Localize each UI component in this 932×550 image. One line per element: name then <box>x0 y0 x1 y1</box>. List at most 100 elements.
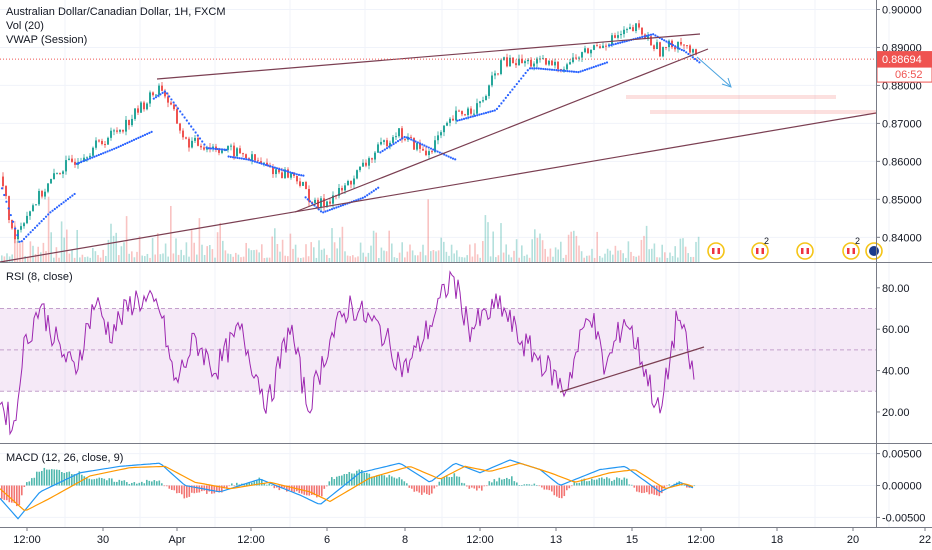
volume-bar <box>440 237 442 262</box>
vwap-dot <box>522 74 525 77</box>
macd-histogram-bar <box>356 470 358 486</box>
vwap-dot <box>198 137 202 140</box>
macd-histogram-bar <box>178 485 181 494</box>
vwap-dot <box>581 69 584 72</box>
macd-histogram-bar <box>193 485 196 494</box>
macd-histogram-bar <box>478 485 481 489</box>
candle-body <box>518 58 520 66</box>
vwap-dot <box>504 96 507 99</box>
candle-body <box>140 102 142 113</box>
vwap-dot <box>185 119 188 122</box>
vwap-dot <box>29 231 32 234</box>
candle-body <box>368 158 370 166</box>
candle-body <box>233 145 235 157</box>
volume-bar <box>193 242 195 262</box>
macd-histogram-bar <box>288 485 291 490</box>
volume-bar <box>578 245 580 262</box>
candle-body <box>485 95 487 101</box>
volume-bar <box>437 250 440 262</box>
vwap-dot <box>531 67 534 70</box>
volume-bar <box>385 251 388 262</box>
vwap-dot <box>434 149 437 152</box>
vwap-dot <box>443 153 446 156</box>
vwap-dot <box>535 67 538 70</box>
vwap-dot <box>291 171 294 175</box>
vwap-dot <box>383 148 386 151</box>
volume-bar <box>625 257 627 262</box>
macd-histogram-bar <box>221 485 223 493</box>
projection-arrow-line <box>696 56 731 87</box>
macd-histogram-bar <box>431 485 433 494</box>
candle-body <box>596 45 598 47</box>
vwap-dot <box>539 67 543 70</box>
vwap-dot <box>69 196 72 199</box>
vwap-dot <box>64 199 67 202</box>
macd-histogram-bar <box>381 475 383 486</box>
vwap-dot <box>586 68 589 71</box>
vwap-dot <box>86 158 89 161</box>
volume-bar <box>669 252 671 262</box>
macd-histogram-bar <box>91 479 93 486</box>
macd-histogram-bar <box>363 472 366 486</box>
canada-flag-icon <box>714 248 718 254</box>
candle-body <box>584 48 586 53</box>
macd-histogram-bar <box>458 476 461 486</box>
candle-body <box>434 140 436 152</box>
candle-body <box>431 151 433 153</box>
macd-histogram-bar <box>161 483 163 486</box>
resistance-zone <box>650 110 876 114</box>
macd-histogram-bar <box>256 480 258 486</box>
macd-legend: MACD (12, 26, close, 9) <box>6 452 124 464</box>
macd-histogram-bar <box>31 478 33 486</box>
candle-body <box>92 147 94 156</box>
candle-body <box>125 119 127 132</box>
macd-histogram-bar <box>236 482 238 486</box>
candle-body <box>533 63 535 67</box>
vwap-dot <box>62 201 65 204</box>
volume-bar <box>287 256 289 262</box>
vwap-dot <box>58 204 61 207</box>
vwap-dot <box>42 217 45 221</box>
volume-bar <box>471 256 474 262</box>
macd-histogram-bar <box>556 485 558 497</box>
volume-bar <box>188 256 190 262</box>
macd-histogram-bar <box>186 485 188 498</box>
vwap-dot <box>322 211 325 214</box>
vwap-dot <box>374 188 378 191</box>
candle-body <box>410 136 412 138</box>
candle-body <box>506 57 508 67</box>
candle-body <box>197 137 199 146</box>
volume-bar <box>674 246 676 262</box>
candle-body <box>659 42 661 57</box>
macd-histogram-bar <box>146 479 148 486</box>
macd-histogram-bar <box>311 485 313 495</box>
candle-body <box>605 45 607 47</box>
vwap-dot <box>108 149 111 152</box>
volume-bar <box>157 233 159 262</box>
support-line <box>0 112 877 263</box>
candle-body <box>680 41 682 45</box>
volume-bar <box>333 242 336 262</box>
vwap-dot <box>458 118 461 122</box>
candle-body <box>257 160 259 162</box>
vwap-dot <box>66 197 70 201</box>
macd-histogram-bar <box>441 478 443 486</box>
candle-body <box>488 85 490 96</box>
vwap-dot <box>308 200 312 203</box>
vwap-dot <box>381 149 384 153</box>
volume-bar <box>487 222 489 262</box>
macd-histogram-bar <box>253 481 256 486</box>
macd-histogram-bar <box>473 485 476 489</box>
candle-body <box>29 211 31 216</box>
vwap-dot <box>311 202 314 205</box>
candle-body <box>161 85 163 91</box>
volume-bar <box>591 248 593 262</box>
candle-body <box>167 96 169 103</box>
candle-body <box>182 130 184 138</box>
vwap-dot <box>473 114 477 117</box>
candle-body <box>494 73 496 76</box>
time-tick-label: 12:00 <box>466 534 494 546</box>
vwap-dot <box>553 68 556 72</box>
vwap-dot <box>526 69 529 72</box>
macd-histogram-bar <box>531 484 533 486</box>
